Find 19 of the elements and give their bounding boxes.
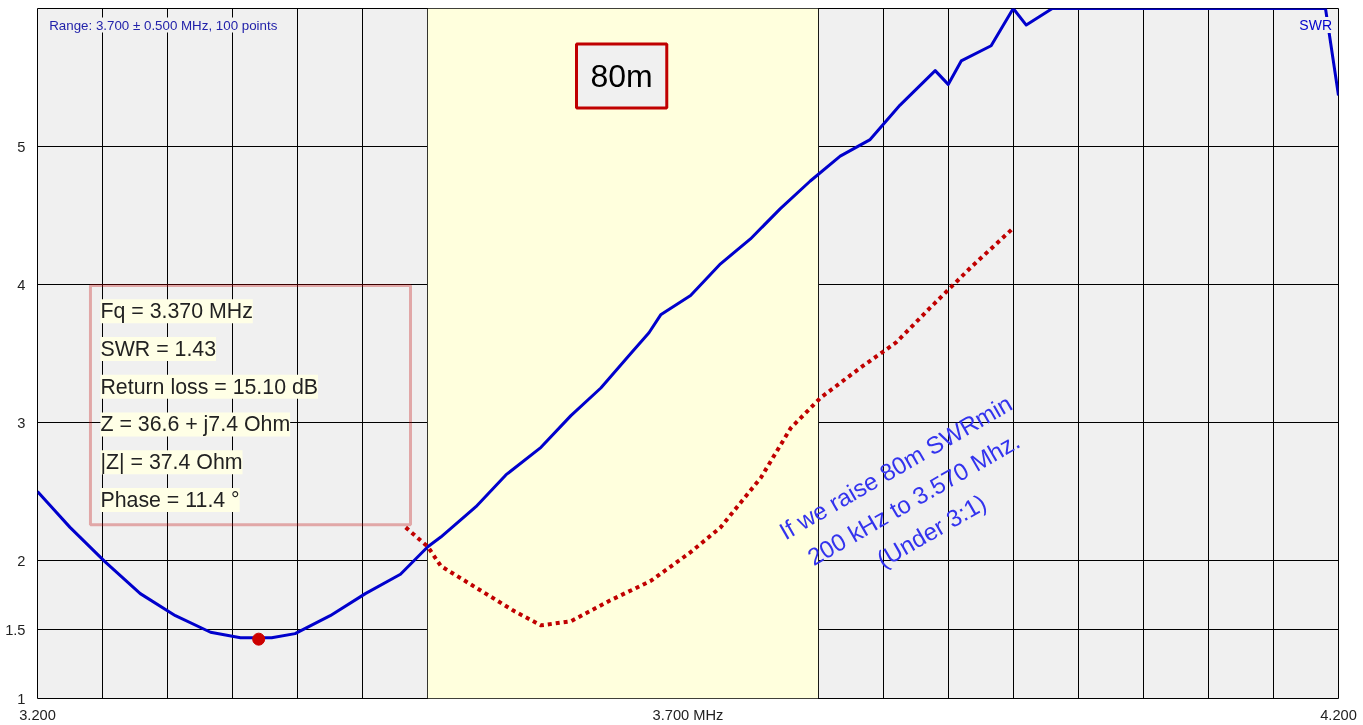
- annotation: Fq = 3.370 MHz: [100, 299, 253, 324]
- x-tick-label: 4.200: [1320, 706, 1357, 723]
- y-tick-label: 2: [17, 552, 26, 569]
- x-tick-label: 3.200: [19, 706, 56, 723]
- annotation: Phase = 11.4 °: [100, 487, 240, 512]
- annotation: |Z| = 37.4 Ohm: [100, 450, 243, 475]
- annotation: SWR = 1.43: [100, 337, 217, 361]
- y-tick-label: 5: [17, 138, 26, 155]
- y-tick-label: 1.5: [5, 621, 26, 638]
- x-tick-label: 3.700 MHz: [652, 706, 724, 723]
- y-tick-label: 1: [17, 690, 26, 707]
- y-tick-label: 3: [17, 414, 26, 431]
- annotation: Return loss = 15.10 dB: [100, 374, 319, 399]
- line-series: [37, 8, 1339, 640]
- annotation: Range: 3.700 ± 0.500 MHz, 100 points: [49, 17, 278, 33]
- annotation: Z = 36.6 + j7.4 Ohm: [100, 412, 291, 437]
- annotation: 80m: [590, 58, 653, 95]
- series-label: SWR: [1299, 17, 1332, 34]
- y-tick-label: 4: [17, 276, 26, 293]
